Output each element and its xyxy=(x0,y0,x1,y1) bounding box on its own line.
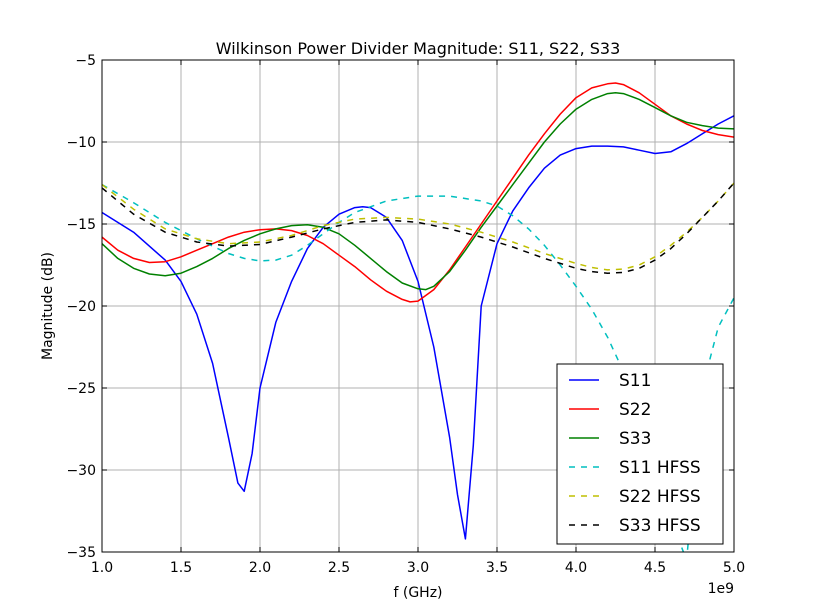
x-axis-label: f (GHz) xyxy=(393,585,442,601)
legend: S11 S22 S33 S11 HFSS S22 HFSS S33 HFSS xyxy=(556,363,724,545)
y-tick-label: −20 xyxy=(66,299,96,315)
legend-label: S22 HFSS xyxy=(619,487,701,507)
x-tick-label: 1.5 xyxy=(170,560,192,576)
legend-label: S22 xyxy=(619,400,651,420)
legend-label: S11 xyxy=(619,371,651,391)
x-tick-label: 5.0 xyxy=(723,560,745,576)
x-tick-label: 4.0 xyxy=(565,560,587,576)
series-s22-line xyxy=(102,82,734,303)
series-s22-hfss-line xyxy=(102,182,734,271)
x-offset-label: 1e9 xyxy=(708,581,734,597)
y-tick-label: −25 xyxy=(66,381,96,397)
legend-label: S33 xyxy=(619,429,651,449)
x-tick-label: 2.0 xyxy=(249,560,271,576)
y-tick-label: −5 xyxy=(75,53,96,69)
legend-label: S33 HFSS xyxy=(619,516,701,536)
x-tick-labels: 1.0 1.5 2.0 2.5 3.0 3.5 4.0 4.5 5.0 xyxy=(91,560,745,576)
chart-title: Wilkinson Power Divider Magnitude: S11, … xyxy=(216,39,621,58)
y-tick-labels: −35 −30 −25 −20 −15 −10 −5 xyxy=(66,53,96,561)
y-tick-label: −10 xyxy=(66,135,96,151)
y-tick-label: −15 xyxy=(66,217,96,233)
y-axis-label: Magnitude (dB) xyxy=(40,252,56,360)
series-s33-line xyxy=(102,92,734,291)
x-tick-label: 3.0 xyxy=(407,560,429,576)
x-tick-label: 1.0 xyxy=(91,560,113,576)
x-tick-label: 4.5 xyxy=(644,560,666,576)
x-tick-label: 2.5 xyxy=(328,560,350,576)
series-layer xyxy=(102,82,734,552)
series-s33-hfss-line xyxy=(102,182,734,274)
legend-box xyxy=(556,363,724,545)
series-s11-line xyxy=(102,115,734,540)
y-tick-label: −30 xyxy=(66,463,96,479)
legend-label: S11 HFSS xyxy=(619,458,701,478)
x-tick-label: 3.5 xyxy=(486,560,508,576)
y-tick-label: −35 xyxy=(66,545,96,561)
ticks xyxy=(101,59,735,553)
